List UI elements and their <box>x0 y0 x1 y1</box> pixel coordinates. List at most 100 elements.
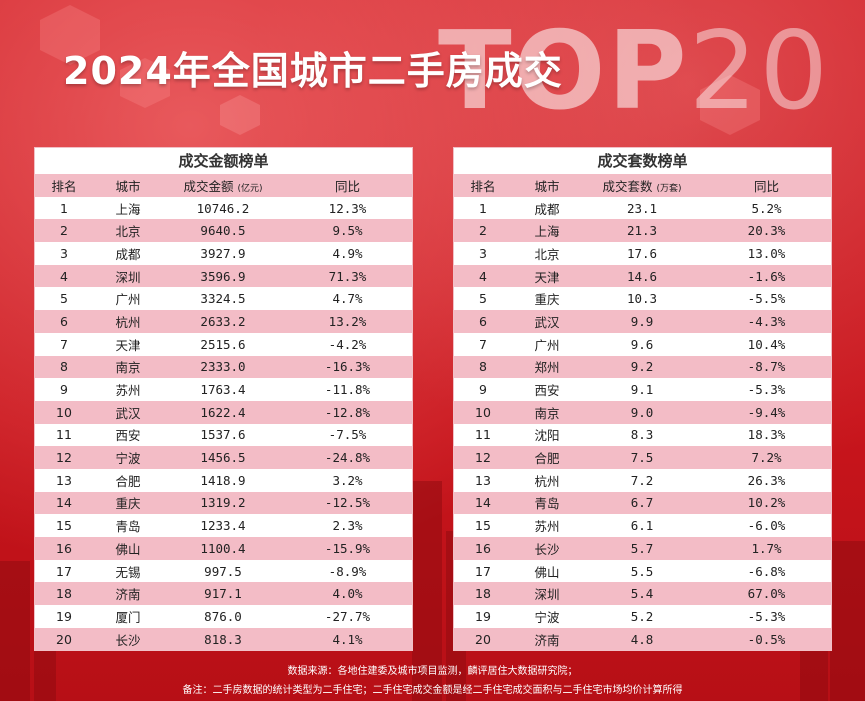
city-cell: 广州 <box>534 337 560 353</box>
page-title: 2024年全国城市二手房成交 <box>63 49 563 93</box>
rank-cell: 12 <box>475 450 491 466</box>
header-value: 成交金额 (亿元) <box>163 176 283 195</box>
yoy-cell: 12.3% <box>328 200 367 216</box>
yoy-cell: 4.0% <box>332 586 363 602</box>
value-cell: 1537.6 <box>200 427 246 443</box>
city-cell: 济南 <box>534 632 560 648</box>
yoy-cell: -5.5% <box>747 291 786 307</box>
yoy-cell: 13.2% <box>328 313 367 329</box>
header-city: 城市 <box>534 178 560 194</box>
value-cell: 818.3 <box>204 631 242 647</box>
city-cell: 天津 <box>534 269 560 285</box>
value-cell: 2333.0 <box>200 359 246 375</box>
yoy-cell: -1.6% <box>747 268 786 284</box>
city-cell: 宁波 <box>534 609 560 625</box>
value-cell: 2515.6 <box>200 336 246 352</box>
table-header: 排名 城市 成交套数 (万套) 同比 <box>454 174 831 197</box>
value-cell: 17.6 <box>626 245 658 261</box>
table-row: 3 成都 3927.9 4.9% <box>35 242 412 265</box>
rank-cell: 10 <box>475 404 491 420</box>
city-cell: 合肥 <box>115 473 141 489</box>
city-cell: 济南 <box>115 587 141 603</box>
units-ranking-title: 成交套数榜单 <box>454 148 831 174</box>
yoy-cell: -11.8% <box>324 382 371 398</box>
table-row: 11 沈阳 8.3 18.3% <box>454 423 831 447</box>
value-cell: 10746.2 <box>196 200 250 216</box>
rank-cell: 20 <box>475 631 491 647</box>
city-cell: 长沙 <box>115 632 141 648</box>
city-cell: 南京 <box>534 405 560 421</box>
table-row: 19 厦门 876.0 -27.7% <box>35 605 412 628</box>
yoy-cell: 10.4% <box>747 336 786 352</box>
rank-cell: 8 <box>479 359 487 375</box>
yoy-cell: -12.8% <box>324 404 371 420</box>
rank-cell: 14 <box>56 495 72 511</box>
city-cell: 成都 <box>115 246 141 262</box>
city-cell: 重庆 <box>534 292 560 308</box>
city-cell: 西安 <box>115 428 141 444</box>
value-cell: 917.1 <box>204 586 242 602</box>
value-cell: 5.2 <box>630 608 654 624</box>
units-table-body: 1 成都 23.1 5.2% 2 上海 21.3 20.3% 3 北京 17.6 13.0% 4 天津 14… <box>454 196 831 651</box>
table-row: 12 宁波 1456.5 -24.8% <box>35 446 412 469</box>
value-cell: 8.3 <box>630 427 654 443</box>
table-row: 4 深圳 3596.9 71.3% <box>35 264 412 288</box>
value-cell: 7.5 <box>630 450 654 466</box>
rank-cell: 15 <box>475 518 491 534</box>
city-cell: 郑州 <box>534 360 560 376</box>
yoy-cell: -8.9% <box>328 563 367 579</box>
yoy-cell: 1.7% <box>751 540 782 556</box>
rank-cell: 3 <box>479 245 487 261</box>
city-cell: 苏州 <box>534 519 560 535</box>
amount-table-body: 1 上海 10746.2 12.3% 2 北京 9640.5 9.5% 3 成都 3927.9 4.9… <box>35 196 412 651</box>
table-row: 8 南京 2333.0 -16.3% <box>35 355 412 379</box>
yoy-cell: 7.2% <box>751 450 782 466</box>
rank-cell: 4 <box>60 268 68 284</box>
amount-ranking-title: 成交金额榜单 <box>35 148 412 174</box>
table-row: 1 成都 23.1 5.2% <box>454 196 831 220</box>
table-row: 19 宁波 5.2 -5.3% <box>454 605 831 628</box>
table-row: 9 苏州 1763.4 -11.8% <box>35 378 412 401</box>
table-row: 17 无锡 997.5 -8.9% <box>35 559 412 583</box>
top20-watermark: TOP20 <box>438 18 830 126</box>
header-value-unit: (万套) <box>656 183 682 194</box>
table-row: 14 重庆 1319.2 -12.5% <box>35 491 412 515</box>
yoy-cell: 3.2% <box>332 472 363 488</box>
value-cell: 9640.5 <box>200 223 246 239</box>
table-row: 10 南京 9.0 -9.4% <box>454 400 831 424</box>
city-cell: 苏州 <box>115 383 141 399</box>
rank-cell: 2 <box>60 223 68 239</box>
yoy-cell: -15.9% <box>324 540 371 556</box>
rank-cell: 18 <box>56 586 72 602</box>
value-cell: 3927.9 <box>200 245 246 261</box>
value-cell: 21.3 <box>626 223 658 239</box>
rank-cell: 3 <box>60 245 68 261</box>
rank-cell: 2 <box>479 223 487 239</box>
rank-cell: 17 <box>56 563 72 579</box>
city-cell: 杭州 <box>115 314 141 330</box>
units-ranking-panel: 成交套数榜单 排名 城市 成交套数 (万套) 同比 1 成都 23.1 5.2% 2 上海… <box>453 147 832 652</box>
yoy-cell: -12.5% <box>324 495 371 511</box>
table-row: 6 武汉 9.9 -4.3% <box>454 310 831 333</box>
value-cell: 9.0 <box>630 404 654 420</box>
value-cell: 5.5 <box>630 563 654 579</box>
yoy-cell: -16.3% <box>324 359 371 375</box>
value-cell: 9.6 <box>630 336 654 352</box>
table-row: 5 广州 3324.5 4.7% <box>35 287 412 311</box>
yoy-cell: -5.3% <box>747 382 786 398</box>
city-cell: 南京 <box>115 360 141 376</box>
table-row: 5 重庆 10.3 -5.5% <box>454 287 831 311</box>
value-cell: 3324.5 <box>200 291 246 307</box>
rank-cell: 14 <box>475 495 491 511</box>
city-cell: 上海 <box>534 224 560 240</box>
city-cell: 天津 <box>115 337 141 353</box>
rank-cell: 20 <box>56 631 72 647</box>
table-row: 11 西安 1537.6 -7.5% <box>35 423 412 447</box>
value-cell: 1456.5 <box>200 450 246 466</box>
rank-cell: 16 <box>475 540 491 556</box>
city-cell: 杭州 <box>534 473 560 489</box>
value-cell: 5.4 <box>630 586 654 602</box>
rank-cell: 10 <box>56 404 72 420</box>
table-row: 15 青岛 1233.4 2.3% <box>35 514 412 537</box>
top-text: TOP <box>438 9 689 134</box>
